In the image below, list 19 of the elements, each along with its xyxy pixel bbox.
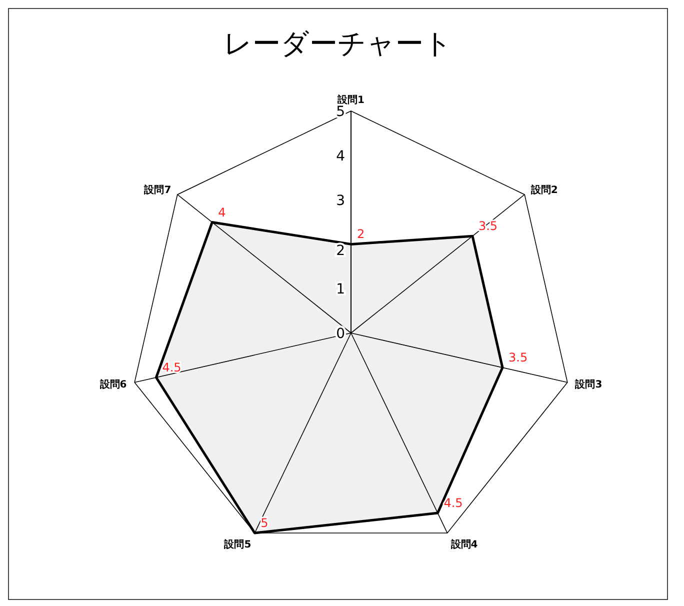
spoke-label: 設問3 — [574, 378, 602, 391]
spoke-label: 設問7 — [143, 184, 172, 196]
spoke-label: 設問2 — [530, 184, 558, 196]
spoke-label: 設問1 — [336, 94, 365, 106]
spoke-label: 設問4 — [450, 538, 478, 550]
y-tick-label: 4 — [336, 148, 346, 164]
y-tick-label: 5 — [336, 104, 345, 120]
data-label: 4.5 — [444, 496, 463, 510]
data-label: 2 — [357, 227, 365, 242]
y-tick-label: 2 — [336, 243, 345, 260]
data-label: 4 — [218, 205, 226, 220]
data-label: 3.5 — [508, 350, 528, 365]
spoke-label: 設問5 — [223, 538, 252, 550]
y-tick-label: 1 — [336, 282, 345, 298]
chart-title: レーダーチャート — [222, 26, 454, 62]
data-label: 4.5 — [162, 360, 182, 374]
spoke-label: 設問6 — [98, 378, 127, 391]
y-tick-label: 3 — [336, 192, 345, 209]
data-label: 5 — [260, 516, 268, 530]
